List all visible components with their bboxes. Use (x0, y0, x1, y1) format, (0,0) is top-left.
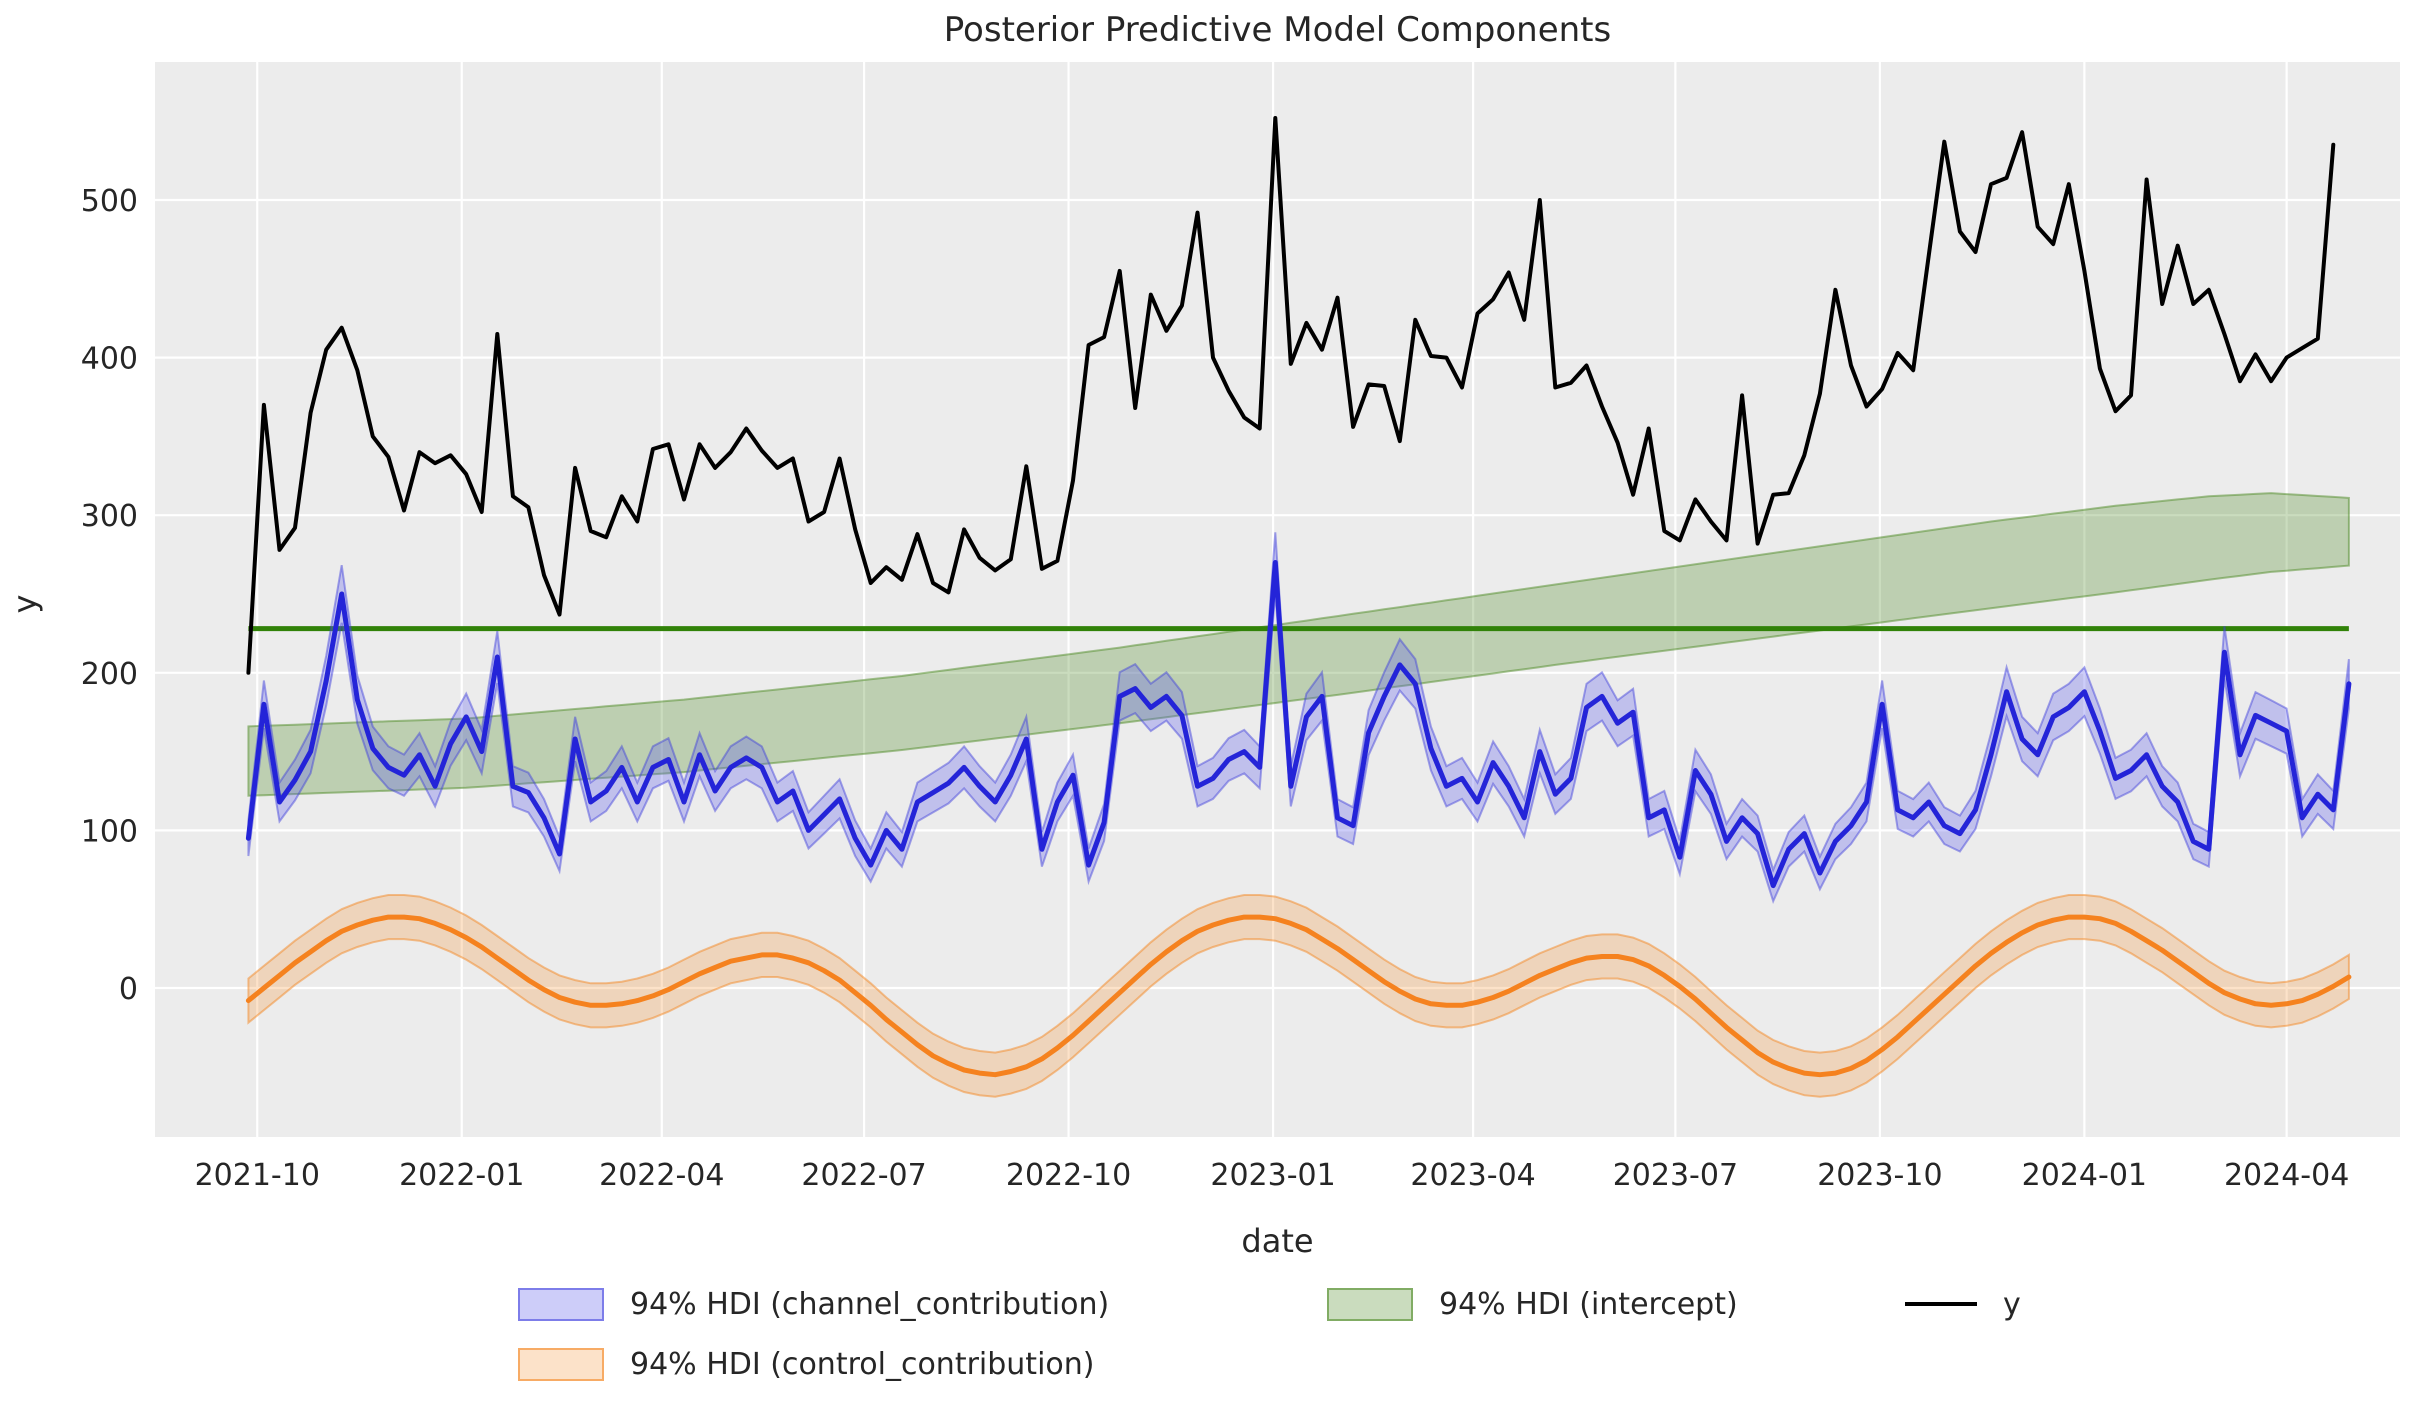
legend-item-control: 94% HDI (control_contribution) (518, 1344, 1094, 1384)
legend-label-y: y (2003, 1286, 2021, 1322)
control-contribution-line (245, 914, 2352, 1078)
x-tick-label: 2024-04 (2224, 1158, 2349, 1193)
legend-item-y: y (1905, 1284, 2021, 1324)
x-tick-label: 2024-01 (2022, 1158, 2147, 1193)
y-tick-label: 0 (119, 972, 138, 1007)
channel_contribution-hdi-band (247, 532, 2350, 905)
legend-label-intercept: 94% HDI (intercept) (1439, 1286, 1738, 1322)
x-tick-label: 2022-10 (1006, 1158, 1131, 1193)
x-tick-label: 2023-01 (1210, 1158, 1335, 1193)
control_contribution-hdi-band (247, 894, 2350, 1098)
y-tick-label: 300 (81, 499, 138, 534)
x-tick-label: 2022-04 (599, 1158, 724, 1193)
x-axis-label: date (1241, 1222, 1314, 1260)
y-tick-label: 200 (81, 657, 138, 692)
y-axis-label: y (6, 594, 44, 614)
y-tick-label: 400 (81, 342, 138, 377)
x-tick-label: 2023-07 (1613, 1158, 1738, 1193)
legend-item-channel: 94% HDI (channel_contribution) (518, 1284, 1109, 1324)
intercept-hdi-band (247, 492, 2350, 797)
chart-title: Posterior Predictive Model Components (943, 10, 1612, 50)
y-tick-label: 500 (81, 184, 138, 219)
legend-label-channel: 94% HDI (channel_contribution) (630, 1286, 1110, 1322)
x-tick-label: 2022-01 (399, 1158, 524, 1193)
legend-item-intercept: 94% HDI (intercept) (1327, 1284, 1738, 1324)
y-line-swatch (1905, 1302, 1977, 1306)
y-observed-line (246, 116, 2336, 675)
x-tick-label: 2023-10 (1817, 1158, 1942, 1193)
x-tick-label: 2023-04 (1410, 1158, 1535, 1193)
x-tick-label: 2021-10 (195, 1158, 320, 1193)
control-hdi-swatch (518, 1347, 604, 1381)
channel-hdi-swatch (518, 1287, 604, 1321)
channel-contribution-line (245, 560, 2352, 889)
x-tick-label: 2022-07 (801, 1158, 926, 1193)
intercept-hdi-swatch (1327, 1287, 1413, 1321)
y-tick-label: 100 (81, 814, 138, 849)
legend-label-control: 94% HDI (control_contribution) (630, 1346, 1095, 1382)
